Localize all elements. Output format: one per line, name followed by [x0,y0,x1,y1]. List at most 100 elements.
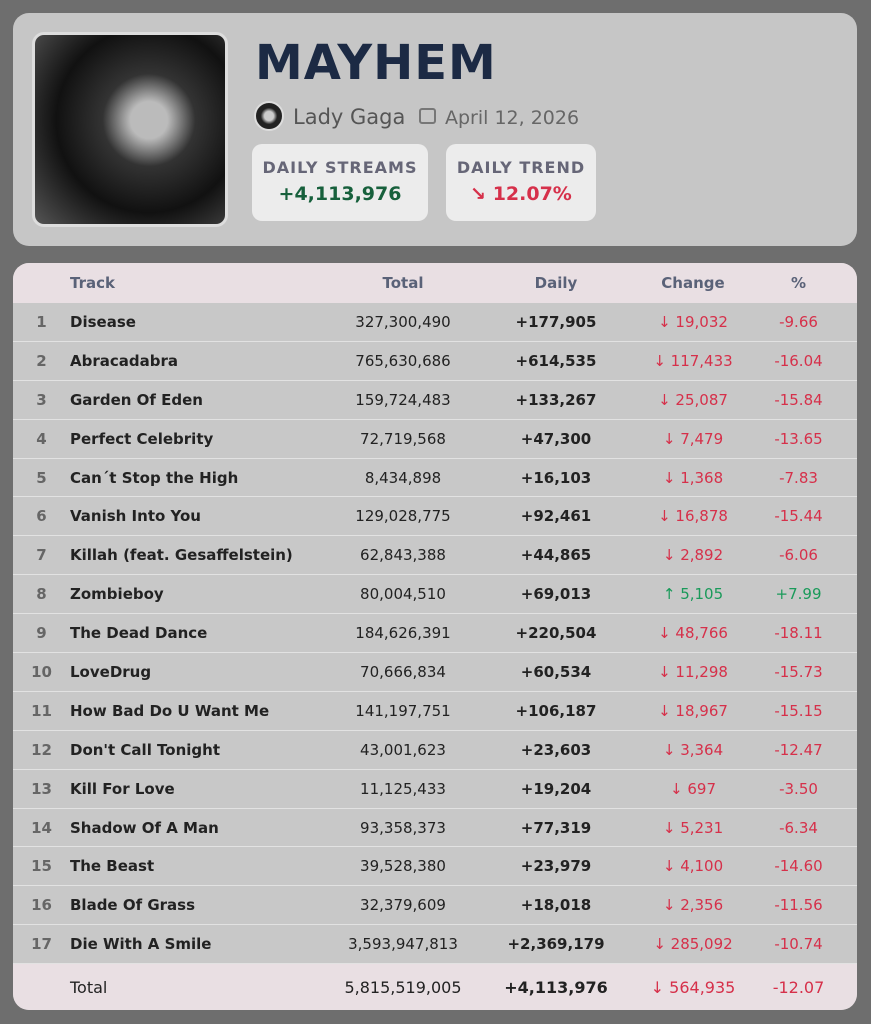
cell: ↓ 11,298 [658,662,728,681]
cell: ↓ 285,092 [653,935,733,954]
table-row: 6 Vanish Into You 129,028,775 +92,461 ↓ 16,8… [13,497,857,537]
column-header: Total [382,274,424,292]
cell: 5,815,519,005 [344,977,462,997]
table-card: Track Total Daily Change% 1 Disease 327,300,49… [13,263,857,1010]
cell: Total [70,977,108,997]
table-row: 3 Garden Of Eden 159,724,483 +133,267 ↓ 25,0… [13,381,857,420]
cell: +4,113,976 [504,977,608,997]
cell: 93,358,373 [360,818,446,837]
cell: -16.04 [774,351,823,370]
cell: ↓ 3,364 [662,740,724,759]
cell: +220,504 [515,624,597,643]
cell: +106,187 [515,701,597,720]
cell: 11 [31,701,52,720]
cell: +133,267 [515,390,597,409]
cell: -7.83 [779,468,818,487]
table-row: 7 Killah (feat. Gesaffelstein) 62,843,388 +… [13,536,857,576]
cell: Vanish Into You [70,507,201,526]
cell: Die With A Smile [70,935,212,954]
cell: The Dead Dance [70,624,208,643]
calendar-icon [419,108,436,124]
stat-value: ↘ 12.07% [470,183,572,205]
cell: 62,843,388 [360,546,446,565]
cell: -3.50 [779,779,818,798]
cell: Abracadabra [70,351,178,370]
cell: -10.74 [774,935,823,954]
cell: +77,319 [520,818,592,837]
cell: ↓ 25,087 [658,390,728,409]
cell: +23,603 [520,740,592,759]
cell: 10 [31,662,52,681]
cell: +92,461 [520,507,592,526]
cell: 159,724,483 [355,390,451,409]
stat-value: +4,113,976 [278,183,402,205]
column-header: % [790,274,807,292]
table-row: 16 Blade Of Grass 32,379,609 +18,018 ↓ 2,356… [13,886,857,926]
cell: LoveDrug [70,662,152,681]
stat-label: DAILY STREAMS [262,158,418,177]
cell: ↓ 18,967 [658,701,728,720]
cell: 9 [36,624,47,643]
total-row: Total 5,815,519,005 +4,113,976 ↓ 564,935 -12… [13,964,857,1010]
cell: 141,197,751 [355,701,451,720]
cell: -15.15 [774,701,823,720]
cell: +44,865 [520,546,592,565]
stat-label: DAILY TREND [456,158,586,177]
album-cover [32,32,228,227]
cell: 3,593,947,813 [348,935,458,954]
cell: 6 [36,507,47,526]
cell: Don't Call Tonight [70,740,221,759]
cell: Zombieboy [70,585,164,604]
cell: 39,528,380 [360,857,446,876]
table-row: 4 Perfect Celebrity 72,719,568 +47,300 ↓ 7,4… [13,420,857,459]
table-header: Track Total Daily Change% [13,263,857,303]
table-row: 10 LoveDrug 70,666,834 +60,534 ↓ 11,298 -15.7… [13,653,857,692]
cell: -9.66 [779,312,818,331]
table-row: 8 Zombieboy 80,004,510 +69,013 ↑ 5,105 +7.99 [13,575,857,615]
cell: +47,300 [520,429,592,448]
album-title: MAYHEM [255,35,497,91]
column-header: Track [70,274,115,292]
cell: 32,379,609 [360,896,446,915]
cell: ↓ 48,766 [658,624,728,643]
cell: +60,534 [520,662,592,681]
cell: 17 [31,935,52,954]
cell: ↑ 5,105 [662,585,724,604]
cell: -14.60 [774,857,823,876]
cell: 70,666,834 [360,662,446,681]
cell: How Bad Do U Want Me [70,701,270,720]
table-row: 15 The Beast 39,528,380 +23,979 ↓ 4,100 -14.6… [13,847,857,887]
cell: -15.73 [774,662,823,681]
artist-avatar [254,101,284,131]
cell: Garden Of Eden [70,390,203,409]
table-row: 14 Shadow Of A Man 93,358,373 +77,319 ↓ 5,23… [13,809,857,848]
cell: Kill For Love [70,779,175,798]
cell: +69,013 [520,585,592,604]
table-row: 13 Kill For Love 11,125,433 +19,204 ↓ 697 -3.… [13,770,857,809]
cell: 8 [36,585,47,604]
cell: -6.06 [779,546,818,565]
cell: ↓ 7,479 [662,429,724,448]
cell: -18.11 [774,624,823,643]
cell: 3 [36,390,47,409]
cell: 5 [36,468,47,487]
table-row: 11 How Bad Do U Want Me 141,197,751 +106,18… [13,692,857,731]
table-row: 9 The Dead Dance 184,626,391 +220,504 ↓ 48,7… [13,614,857,654]
stat-box: DAILY STREAMS +4,113,976 [252,144,428,221]
cell: +2,369,179 [507,935,605,954]
cell: 16 [31,896,52,915]
cell: +614,535 [515,351,597,370]
cell: Perfect Celebrity [70,429,214,448]
cell: ↓ 697 [670,779,716,798]
table-row: 2 Abracadabra 765,630,686 +614,535 ↓ 117,433… [13,342,857,381]
cell: +16,103 [520,468,592,487]
cell: 8,434,898 [364,468,442,487]
header-card: MAYHEM Lady Gaga April 12, 2026 DAILY ST… [13,13,857,246]
cell: ↓ 564,935 [650,977,736,997]
cell: Killah (feat. Gesaffelstein) [70,546,293,565]
cell: 7 [36,546,47,565]
cell: 15 [31,857,52,876]
table-row: 1 Disease 327,300,490 +177,905 ↓ 19,032 -9.66 [13,303,857,342]
cell: 184,626,391 [355,624,451,643]
